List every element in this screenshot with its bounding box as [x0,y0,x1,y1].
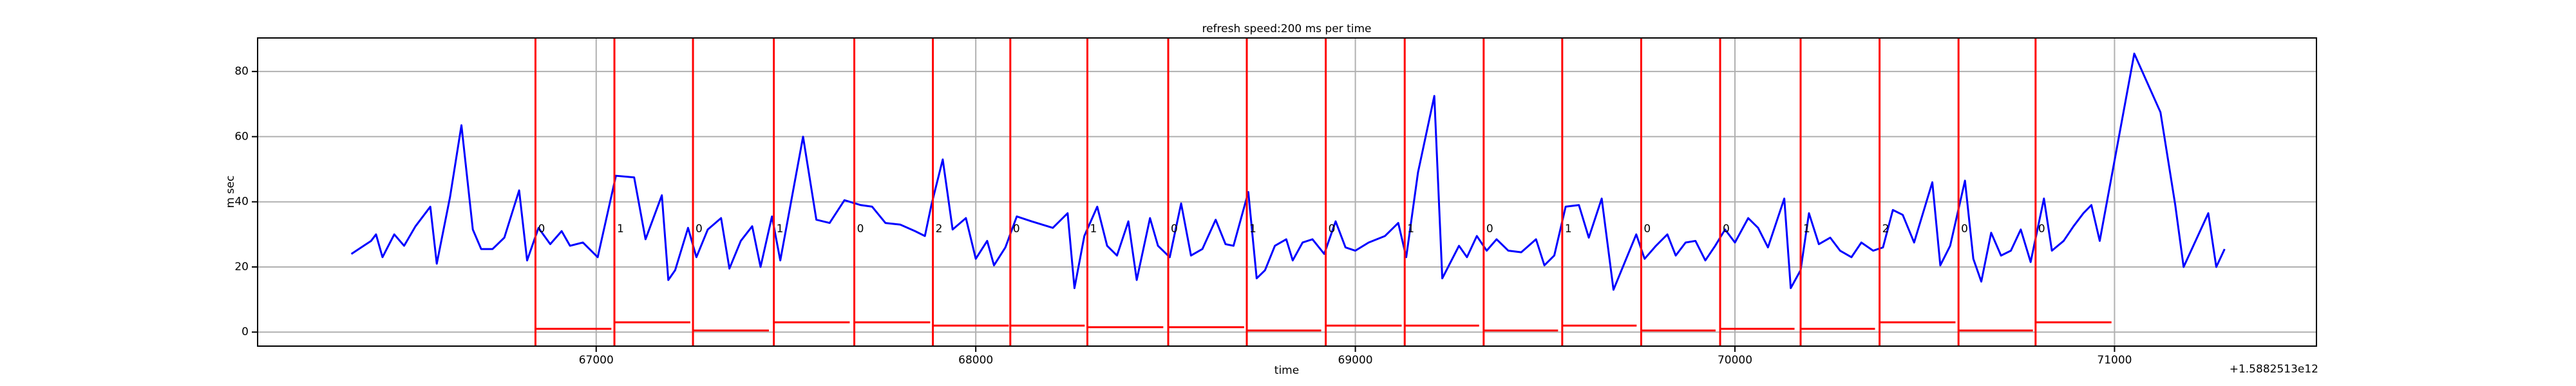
event-label: 0 [1329,223,1336,235]
event-label: 1 [617,223,624,235]
x-axis-label: time [1274,364,1299,377]
event-label: 0 [1723,223,1730,235]
event-label: 0 [857,223,864,235]
y-tick-label: 60 [234,130,249,143]
x-tick-label: 67000 [579,354,614,367]
y-tick-label: 20 [234,261,249,273]
event-label: 1 [1407,223,1414,235]
event-label: 0 [1961,223,1968,235]
x-tick-label: 68000 [958,354,993,367]
event-label: 0 [1171,223,1178,235]
event-label: 0 [1486,223,1493,235]
event-label: 1 [777,223,784,235]
data-line [350,52,2226,291]
event-label: 1 [1803,223,1810,235]
y-axis-label: m sec [224,176,237,208]
event-label: 2 [936,223,943,235]
event-label: 0 [1013,223,1020,235]
y-tick-label: 40 [234,196,249,208]
y-tick-label: 0 [242,326,249,338]
event-label: 1 [1249,223,1256,235]
event-label: 0 [1643,223,1651,235]
x-tick-label: 71000 [2097,354,2132,367]
event-label: 0 [2038,223,2045,235]
chart-title: refresh speed:200 ms per time [1202,23,1372,35]
y-tick-label: 80 [234,65,249,78]
event-label: 1 [1090,223,1097,235]
event-label: 1 [1565,223,1572,235]
event-label: 0 [538,223,545,235]
x-tick-label: 69000 [1338,354,1373,367]
plot-frame [257,37,2317,347]
event-label: 0 [696,223,703,235]
event-label: 2 [1882,223,1889,235]
x-tick-label: 70000 [1718,354,1752,367]
x-offset-label: +1.5882513e12 [2230,363,2318,376]
